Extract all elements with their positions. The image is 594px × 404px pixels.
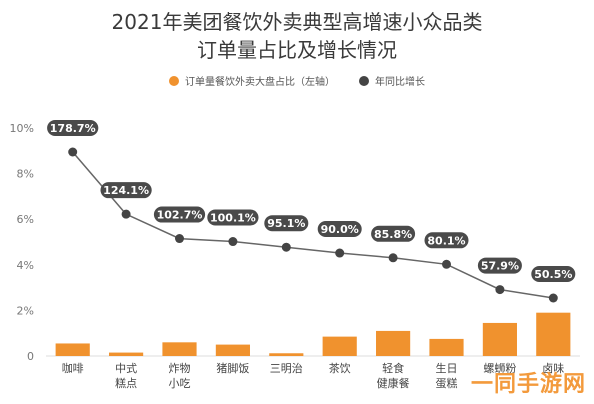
x-tick-label: 咖啡 bbox=[62, 361, 84, 375]
x-tick-label: 糕点 bbox=[115, 376, 137, 390]
data-label-bg bbox=[317, 221, 362, 238]
data-label: 178.7% bbox=[50, 122, 96, 135]
legend-label-line: 年同比增长 bbox=[375, 77, 425, 88]
data-label-bg bbox=[531, 266, 576, 282]
data-label: 100.1% bbox=[210, 212, 256, 225]
x-tick-label: 茶饮 bbox=[329, 362, 351, 375]
data-label-bg bbox=[47, 120, 99, 136]
data-label-bg bbox=[371, 225, 416, 242]
bar bbox=[269, 353, 304, 356]
line-point bbox=[388, 253, 398, 263]
bar bbox=[215, 344, 250, 356]
x-tick-label: 螺蛳粉 bbox=[483, 362, 516, 375]
data-label-bg bbox=[424, 232, 469, 249]
legend-label-bar: 订单量餐饮外卖大盘占比（左轴） bbox=[185, 77, 335, 88]
line-point bbox=[175, 234, 184, 244]
data-label: 95.1% bbox=[267, 217, 305, 230]
legend-item-bar: 订单量餐饮外卖大盘占比（左轴） bbox=[169, 73, 335, 88]
bar bbox=[376, 330, 411, 356]
series-line bbox=[72, 151, 554, 299]
data-label: 102.7% bbox=[157, 209, 203, 222]
data-label: 57.9% bbox=[481, 260, 519, 273]
data-label-bg bbox=[477, 257, 522, 274]
data-label: 90.0% bbox=[321, 223, 359, 236]
data-label: 80.1% bbox=[427, 234, 465, 247]
y-tick-label: 0 bbox=[27, 350, 34, 363]
data-label-bg bbox=[100, 182, 152, 199]
data-label: 85.8% bbox=[374, 228, 412, 241]
data-label-bg bbox=[207, 209, 259, 226]
y-tick-label: 2% bbox=[17, 304, 34, 317]
data-label: 50.5% bbox=[534, 268, 572, 281]
data-label-bg bbox=[264, 215, 309, 232]
legend-swatch-bar bbox=[169, 75, 179, 86]
line-point bbox=[121, 209, 131, 219]
x-tick-label: 炸物 bbox=[169, 361, 191, 375]
x-tick-label: 三明治 bbox=[270, 361, 303, 375]
y-tick-label: 8% bbox=[17, 168, 34, 181]
line-point bbox=[442, 259, 451, 269]
x-tick-label: 中式 bbox=[115, 362, 137, 375]
x-tick-label: 健康餐 bbox=[377, 376, 410, 390]
y-tick-label: 10% bbox=[10, 122, 34, 135]
x-tick-label: 蛋糕 bbox=[436, 376, 458, 390]
watermark-logo: 一同手游网 bbox=[470, 372, 586, 397]
line-point bbox=[495, 285, 505, 295]
x-tick-label: 轻食 bbox=[382, 361, 404, 375]
data-label-bg bbox=[153, 206, 206, 223]
chart-title: 2021年美团餐饮外卖典型高增速小众品类 订单量占比及增长情况 bbox=[0, 8, 594, 64]
x-tick-label: 小吃 bbox=[169, 377, 191, 390]
chart-title-line1: 2021年美团餐饮外卖典型高增速小众品类 bbox=[111, 10, 483, 34]
x-tick-label: 生日 bbox=[436, 361, 458, 375]
chart-title-line2: 订单量占比及增长情况 bbox=[197, 38, 397, 62]
y-tick-label: 4% bbox=[17, 259, 34, 272]
bar bbox=[322, 336, 357, 356]
bar bbox=[482, 322, 517, 356]
legend-item-line: 年同比增长 bbox=[359, 73, 425, 88]
x-tick-label: 猪脚饭 bbox=[216, 361, 249, 375]
bar bbox=[429, 338, 464, 356]
line-point bbox=[228, 237, 238, 247]
data-label: 124.1% bbox=[103, 184, 149, 197]
legend: 订单量餐饮外卖大盘占比（左轴） 年同比增长 bbox=[0, 73, 594, 88]
line-point bbox=[281, 242, 291, 252]
bar bbox=[109, 352, 144, 356]
line-point bbox=[548, 293, 558, 303]
line-point bbox=[68, 147, 78, 157]
y-tick-label: 6% bbox=[17, 213, 34, 226]
x-tick-label: 卤味 bbox=[542, 362, 564, 375]
bar bbox=[55, 343, 90, 356]
line-point bbox=[335, 248, 345, 258]
bar bbox=[536, 312, 571, 356]
legend-swatch-line bbox=[359, 75, 369, 86]
bar bbox=[162, 342, 197, 356]
